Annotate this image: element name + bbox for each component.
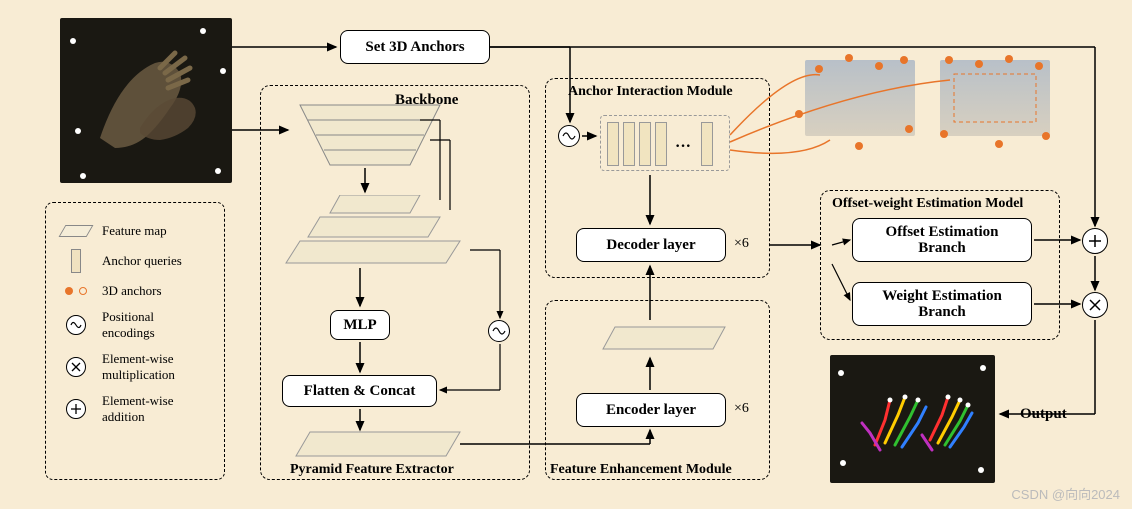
- weight-branch-box: Weight Estimation Branch: [852, 282, 1032, 326]
- feature-slabs: [280, 195, 480, 300]
- box-label: Offset Estimation Branch: [886, 224, 999, 257]
- box-label: Encoder layer: [606, 402, 696, 419]
- 3d-anchors-icon: [56, 287, 96, 295]
- set-3d-anchors-box: Set 3D Anchors: [340, 30, 490, 64]
- positional-encoding-icon: [488, 320, 510, 342]
- legend-label: Feature map: [102, 223, 167, 239]
- box-label: MLP: [343, 317, 376, 334]
- legend-item: 3D anchors: [56, 283, 214, 299]
- anchor-queries-group: ···: [600, 115, 730, 171]
- anchor-queries-icon: [71, 249, 81, 273]
- legend-item: Element-wise multiplication: [56, 351, 214, 383]
- anchor-visual-1: [805, 60, 915, 136]
- element-wise-add-icon: [1082, 228, 1108, 254]
- bottom-slab: [290, 430, 470, 471]
- box-label: Flatten & Concat: [304, 383, 416, 400]
- box-label: Decoder layer: [606, 237, 695, 254]
- legend-label: Element-wise addition: [102, 393, 173, 425]
- legend-box: Feature map Anchor queries 3D anchors Po…: [45, 202, 225, 480]
- legend-label: Element-wise multiplication: [102, 351, 175, 383]
- enh-slab: [595, 325, 735, 366]
- legend-label: Anchor queries: [102, 253, 182, 269]
- anchor-visual-2: [940, 60, 1050, 136]
- backbone-icon: [290, 100, 430, 160]
- element-wise-mul-icon: [1082, 292, 1108, 318]
- legend-label: 3D anchors: [102, 283, 162, 299]
- element-wise-mul-icon: [66, 357, 86, 377]
- element-wise-add-icon: [66, 399, 86, 419]
- legend-label: Positional encodings: [102, 309, 155, 341]
- legend-item: Feature map: [56, 223, 214, 239]
- mlp-box: MLP: [330, 310, 390, 340]
- input-image: [60, 18, 232, 183]
- anchor-int-label: Anchor Interaction Module: [568, 84, 733, 100]
- output-label: Output: [1020, 406, 1067, 423]
- encoder-repeat: ×6: [734, 401, 749, 417]
- feat-enh-label: Feature Enhancement Module: [550, 462, 732, 478]
- backbone-label: Backbone: [395, 92, 458, 109]
- legend-item: Anchor queries: [56, 249, 214, 273]
- box-label: Set 3D Anchors: [365, 39, 464, 56]
- legend-item: Positional encodings: [56, 309, 214, 341]
- flatten-concat-box: Flatten & Concat: [282, 375, 437, 407]
- encoder-box: Encoder layer: [576, 393, 726, 427]
- legend-item: Element-wise addition: [56, 393, 214, 425]
- offset-mod-label: Offset-weight Estimation Model: [832, 196, 1023, 212]
- box-label: Weight Estimation Branch: [882, 288, 1002, 321]
- feature-map-icon: [59, 225, 94, 237]
- offset-branch-box: Offset Estimation Branch: [852, 218, 1032, 262]
- decoder-box: Decoder layer: [576, 228, 726, 262]
- positional-encoding-icon: [66, 315, 86, 335]
- decoder-repeat: ×6: [734, 236, 749, 252]
- watermark: CSDN @向向2024: [1011, 484, 1120, 503]
- output-image: [830, 355, 995, 483]
